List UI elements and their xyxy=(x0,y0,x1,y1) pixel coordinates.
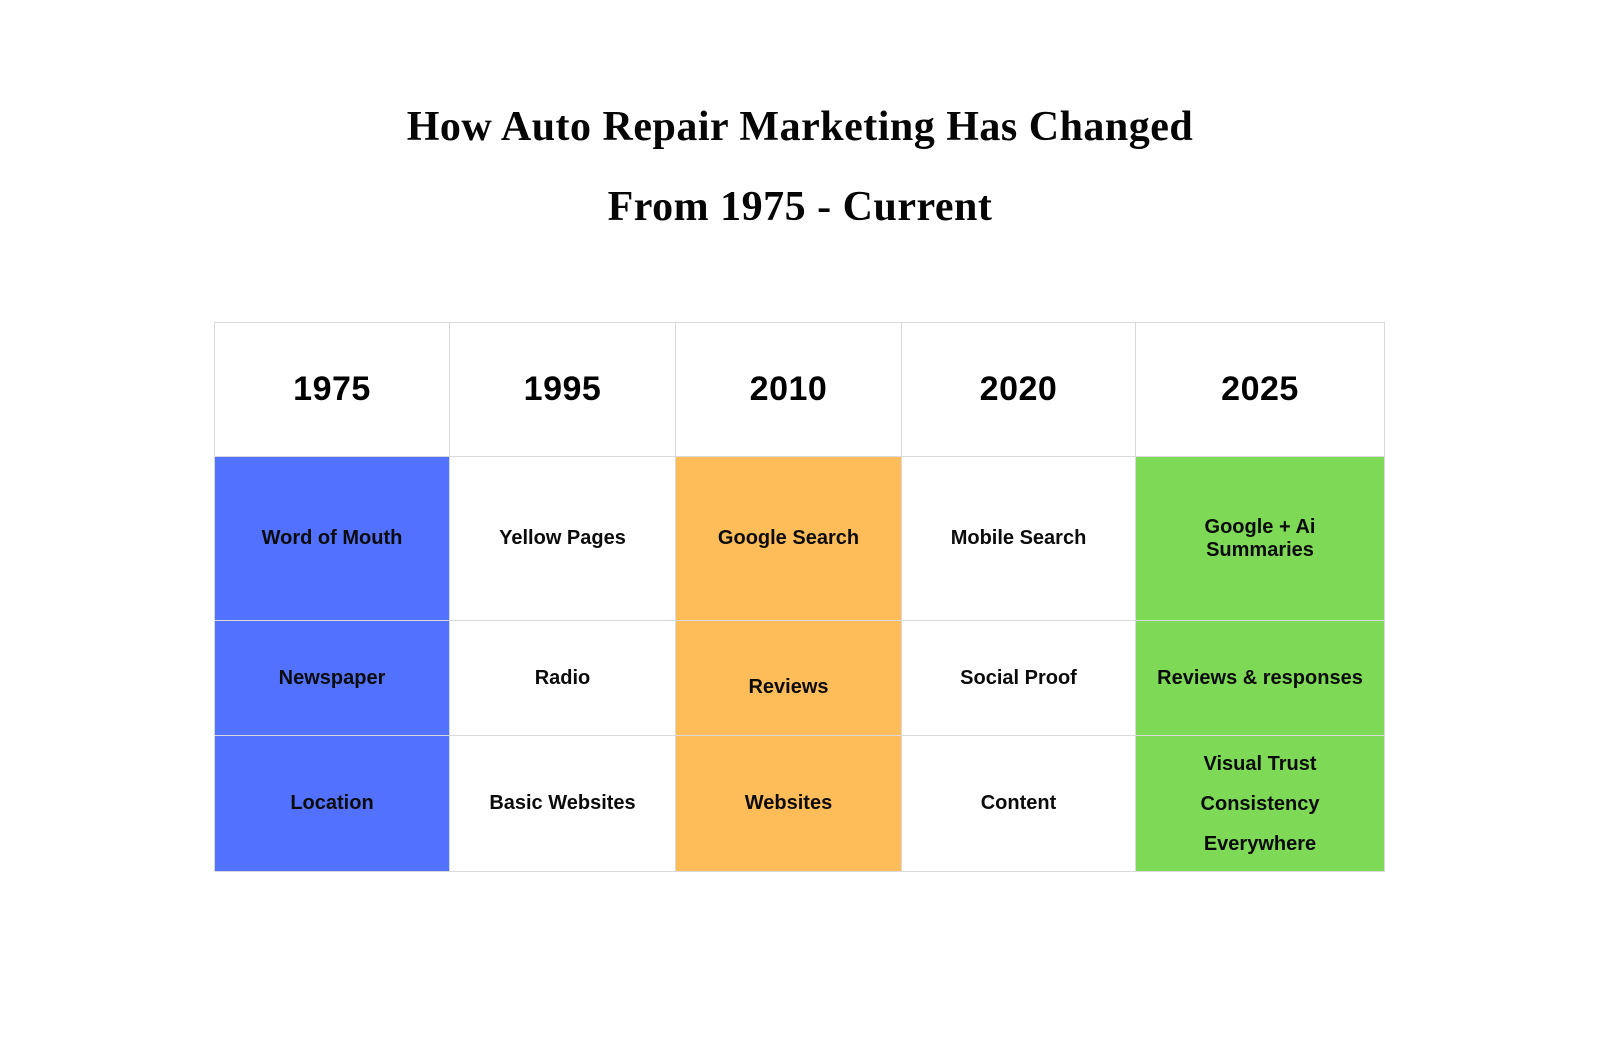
cell-2010-websites: Websites xyxy=(676,736,902,871)
cell-2025-consistency-line: Consistency Everywhere xyxy=(1200,792,1320,855)
cell-2010-reviews: Reviews xyxy=(676,621,902,736)
cell-1975-location: Location xyxy=(215,736,450,871)
cell-1995-yellow-pages: Yellow Pages xyxy=(450,457,676,621)
cell-2025-visual-trust-line: Visual Trust xyxy=(1203,752,1317,775)
marketing-eras-table: 1975 1995 2010 2020 2025 Word of Mouth Y… xyxy=(214,322,1385,872)
page-title-line-2: From 1975 - Current xyxy=(607,184,993,230)
year-header-1995: 1995 xyxy=(450,323,676,457)
cell-1975-word-of-mouth: Word of Mouth xyxy=(215,457,450,621)
year-header-1975: 1975 xyxy=(215,323,450,457)
cell-2010-google-search: Google Search xyxy=(676,457,902,621)
cell-1995-basic-websites: Basic Websites xyxy=(450,736,676,871)
cell-2025-reviews-responses: Reviews & responses xyxy=(1136,621,1384,736)
cell-2025-visual-trust-consistency: Visual Trust Consistency Everywhere xyxy=(1136,736,1384,871)
cell-2020-mobile-search: Mobile Search xyxy=(902,457,1136,621)
cell-2020-content: Content xyxy=(902,736,1136,871)
year-header-2010: 2010 xyxy=(676,323,902,457)
cell-1975-newspaper: Newspaper xyxy=(215,621,450,736)
cell-2020-social-proof: Social Proof xyxy=(902,621,1136,736)
year-header-2025: 2025 xyxy=(1136,323,1384,457)
cell-2025-google-ai-summaries: Google + Ai Summaries xyxy=(1136,457,1384,621)
page-title-line-1: How Auto Repair Marketing Has Changed xyxy=(406,104,1194,150)
year-header-2020: 2020 xyxy=(902,323,1136,457)
cell-1995-radio: Radio xyxy=(450,621,676,736)
